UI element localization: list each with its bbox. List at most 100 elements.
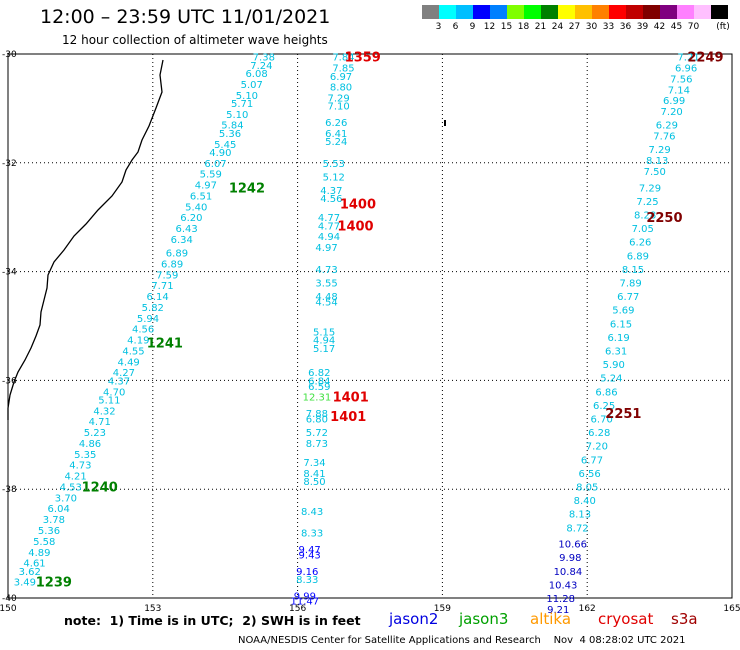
wave-height-value: 9.47 [299, 545, 321, 556]
pass-time-label: 1240 [82, 480, 118, 495]
wave-height-value: 5.24 [325, 137, 347, 148]
scale-swatch [609, 5, 626, 19]
wave-height-value: 5.24 [600, 374, 622, 385]
wave-height-value: 6.14 [146, 292, 168, 303]
wave-height-value: 7.59 [156, 270, 178, 281]
pass-time-label: 1400 [337, 219, 373, 234]
wave-height-value: 11.47 [291, 597, 320, 608]
satellite-legend-jason2: jason2 [389, 610, 439, 628]
wave-height-value: 8.28 [634, 210, 656, 221]
wave-height-value: 6.89 [166, 249, 188, 260]
scale-swatch [558, 5, 575, 19]
wave-height-value: 8.80 [330, 83, 352, 94]
lat-tick-label: -32 [2, 159, 17, 169]
satellite-legend-cryosat: cryosat [598, 610, 654, 628]
wave-height-value: 6.96 [675, 64, 697, 75]
scale-label: 36 [619, 22, 632, 32]
lon-tick-label: 150 [0, 604, 17, 614]
wave-height-value: 9.21 [547, 605, 569, 616]
wave-height-value: 9.99 [294, 591, 316, 602]
wave-height-value: 7.71 [151, 281, 173, 292]
wave-height-value: 5.71 [231, 99, 253, 110]
pass-time-label: 1239 [36, 576, 72, 591]
wave-height-value: 7.76 [653, 132, 675, 143]
wave-height-value: 4.73 [315, 265, 337, 276]
wave-height-value: 5.12 [323, 172, 345, 183]
pass-time-labels: 1359 1242 1400 1400 1241 1401 1401 1240 1239 2249… [36, 51, 724, 591]
wave-height-value: 6.41 [325, 129, 347, 140]
satellite-legend-s3a: s3a [671, 610, 698, 628]
scale-label: 6 [452, 22, 459, 32]
scale-swatch [524, 5, 541, 19]
wave-height-value: 5.10 [236, 91, 258, 102]
scale-swatch [541, 5, 558, 19]
wave-height-value: 6.89 [161, 259, 183, 270]
wave-height-value: 7.29 [327, 94, 349, 105]
wave-height-value: 7.10 [327, 102, 349, 113]
wave-height-value: 7.05 [632, 224, 654, 235]
wave-height-value: 4.86 [79, 439, 101, 450]
wave-height-value: 9.43 [299, 550, 321, 561]
wave-height-value: 4.90 [209, 148, 231, 159]
lat-tick-label: -30 [2, 50, 17, 60]
wave-height-value: 4.37 [320, 186, 342, 197]
scale-swatch [660, 5, 677, 19]
wave-height-value: 4.77 [318, 213, 340, 224]
wave-height-value: 6.04 [48, 504, 70, 515]
lat-lon-grid [7, 53, 733, 599]
wave-height-value: 5.72 [306, 428, 328, 439]
wave-height-value: 9.16 [296, 567, 318, 578]
track-1239-1242: 7.387.246.085.075.105.715.105.845.365.45… [14, 53, 275, 589]
wave-height-value: 5.53 [323, 159, 345, 170]
wave-height-value: 8.33 [301, 529, 323, 540]
wave-height-value: 6.82 [308, 368, 330, 379]
wave-height-value: 5.69 [612, 306, 634, 317]
scale-label: 33 [602, 22, 615, 32]
scale-label: 30 [585, 22, 598, 32]
wave-height-value: 4.73 [69, 461, 91, 472]
wave-height-value: 5.82 [142, 303, 164, 314]
scale-swatch [507, 5, 524, 19]
wave-height-value: 6.31 [605, 346, 627, 357]
wave-height-value: 3.49 [14, 578, 36, 589]
wave-height-value: 3.55 [315, 278, 337, 289]
scale-swatch [711, 5, 728, 19]
wave-height-value: 5.15 [313, 327, 335, 338]
wave-height-value: 5.17 [313, 344, 335, 355]
wave-height-value: 6.29 [656, 121, 678, 132]
wave-height-value: 6.43 [175, 224, 197, 235]
wave-height-value: 7.50 [644, 167, 666, 178]
wave-height-value: 7.29 [648, 145, 670, 156]
wave-height-value: 6.34 [171, 235, 193, 246]
credit-line: NOAA/NESDIS Center for Satellite Applica… [238, 635, 686, 646]
wave-height-value: 7.29 [639, 183, 661, 194]
wave-height-value: 8.15 [622, 265, 644, 276]
wave-height-value: 5.07 [241, 80, 263, 91]
wave-height-value: 6.19 [607, 333, 629, 344]
map-frame [7, 53, 733, 599]
wave-height-value: 7.24 [250, 61, 272, 72]
chart-title: 12:00 – 23:59 UTC 11/01/2021 [40, 6, 331, 28]
wave-height-value: 8.50 [303, 477, 325, 488]
wave-height-value: 4.54 [315, 298, 337, 309]
wave-height-value: 4.77 [318, 221, 340, 232]
scale-swatch [626, 5, 643, 19]
wave-height-value: 6.70 [591, 414, 613, 425]
pass-time-label: 1400 [340, 198, 376, 213]
wave-height-value: 6.25 [593, 401, 615, 412]
scale-label: 18 [517, 22, 530, 32]
wave-height-value: 6.97 [330, 72, 352, 83]
scale-swatch [473, 5, 490, 19]
wave-height-value: 5.36 [38, 526, 60, 537]
scale-label: 15 [500, 22, 513, 32]
wave-height-value: 5.35 [74, 450, 96, 461]
scale-label: 27 [568, 22, 581, 32]
wave-height-value: 5.23 [84, 428, 106, 439]
pass-time-label: 2250 [646, 211, 682, 226]
wave-height-value: 10.66 [558, 540, 587, 551]
scale-swatch [643, 5, 660, 19]
wave-height-value: 7.25 [636, 197, 658, 208]
scale-label: 70 [687, 22, 700, 32]
wave-height-value: 4.97 [195, 181, 217, 192]
